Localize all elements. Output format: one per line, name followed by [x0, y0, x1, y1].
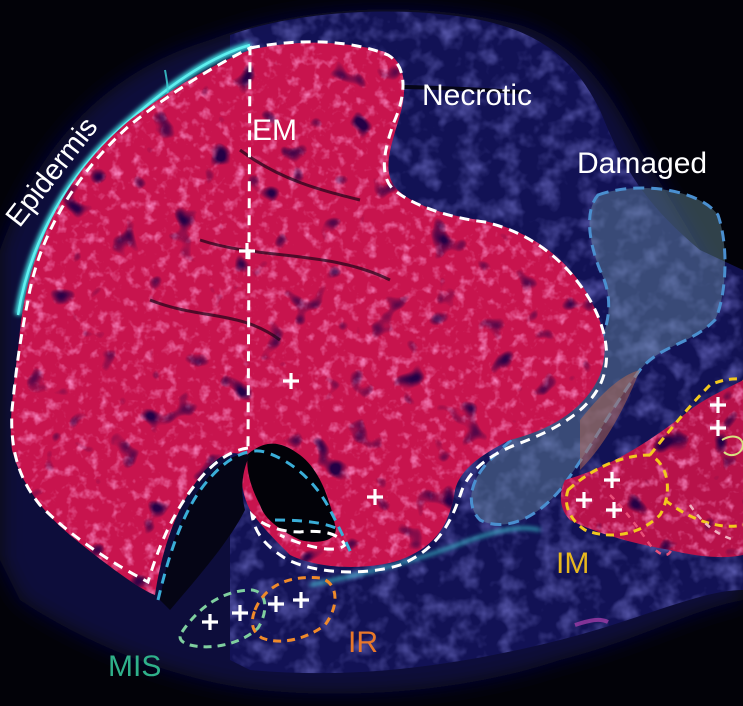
wound-border: [156, 449, 354, 601]
epidermis-line: [16, 43, 251, 316]
label-em: EM: [252, 114, 297, 147]
im-inner-outline: [609, 494, 674, 557]
damaged-muscle-remnant: [580, 370, 640, 470]
plus-marker: [232, 605, 248, 621]
wound-cleft: [160, 454, 250, 610]
lower-epidermis-edge: [309, 526, 541, 587]
im-muscle-tissue: [560, 370, 743, 558]
im-outline-right: [648, 377, 743, 528]
label-ir: IR: [348, 626, 378, 659]
im-outline-left: [564, 453, 669, 537]
em-muscle-gaps: [10, 42, 605, 596]
plus-marker: [710, 420, 726, 436]
em-septa: [149, 148, 391, 342]
label-damaged: Damaged: [577, 147, 708, 180]
plus-marker: [239, 243, 255, 259]
marker-set: [202, 243, 726, 630]
plus-marker: [576, 492, 592, 508]
em-outline: [10, 40, 609, 585]
tissue-fragment: [574, 617, 609, 627]
wound-border-inner: [274, 518, 341, 532]
mis-outline: [178, 588, 267, 649]
im-faint-outline: [688, 504, 736, 542]
ir-outline: [250, 575, 337, 643]
wound-cavity: [247, 443, 336, 542]
plus-marker: [268, 596, 284, 612]
plus-marker: [202, 614, 218, 630]
label-mis: MIS: [108, 650, 162, 683]
plus-marker: [710, 397, 726, 413]
im-edge-structure: [721, 435, 743, 457]
plus-marker: [293, 592, 309, 608]
epidermis-layer: [14, 41, 541, 587]
im-muscle-gaps: [560, 380, 743, 558]
plus-marker: [604, 472, 620, 488]
im-outlines: [564, 377, 743, 557]
em-muscle: [10, 42, 605, 610]
plus-marker: [606, 502, 622, 518]
plus-marker: [283, 373, 299, 389]
label-necrotic: Necrotic: [422, 79, 533, 112]
plus-marker: [367, 489, 383, 505]
label-im: IM: [556, 547, 590, 580]
